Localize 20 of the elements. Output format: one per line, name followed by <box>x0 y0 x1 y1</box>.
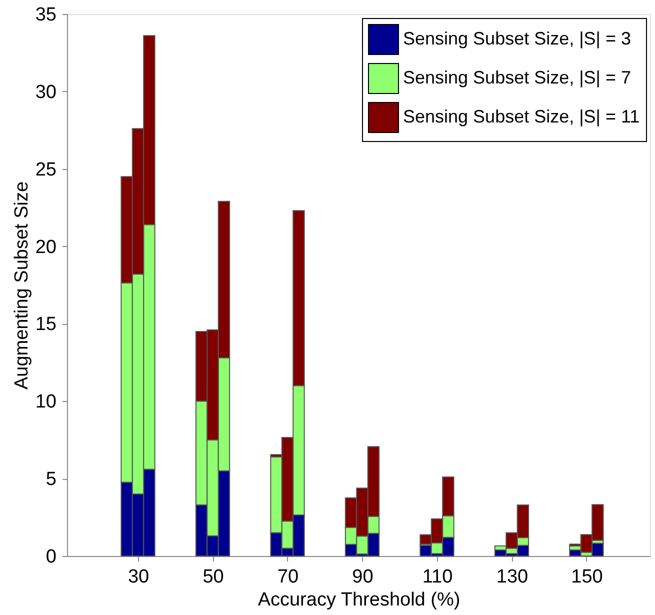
legend-label: Sensing Subset Size, |S| = 11 <box>403 106 640 126</box>
y-tick-label: 30 <box>35 82 56 103</box>
legend-label: Sensing Subset Size, |S| = 3 <box>403 28 631 48</box>
y-tick-label: 5 <box>46 469 56 490</box>
legend-label: Sensing Subset Size, |S| = 7 <box>403 68 631 88</box>
x-tick-label: 90 <box>352 566 374 588</box>
y-tick-label: 15 <box>35 314 56 336</box>
y-tick-label: 20 <box>35 236 56 258</box>
y-tick-label: 35 <box>35 4 56 26</box>
y-axis-title: Augmenting Subset Size <box>11 181 32 390</box>
x-tick-label: 130 <box>496 566 528 588</box>
x-tick-label: 150 <box>571 566 603 588</box>
y-tick-label: 25 <box>35 159 56 180</box>
x-axis-title: Accuracy Threshold (%) <box>258 590 460 610</box>
x-tick-label: 50 <box>202 566 224 588</box>
x-tick-label: 30 <box>128 566 150 588</box>
y-tick-label: 0 <box>46 546 56 568</box>
x-tick-label: 70 <box>277 566 299 588</box>
x-tick-label: 110 <box>422 566 453 588</box>
y-tick-label: 10 <box>35 392 56 413</box>
